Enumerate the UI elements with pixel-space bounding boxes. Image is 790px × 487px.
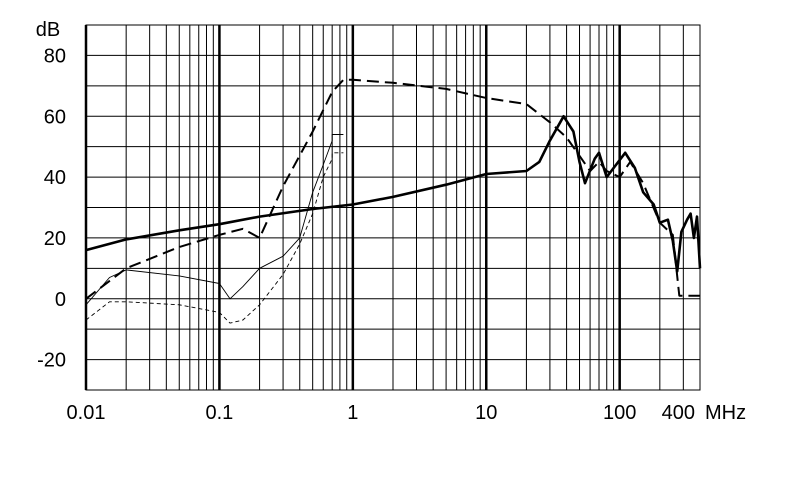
x-tick-label: 10 (475, 402, 497, 424)
y-tick-label: 20 (44, 228, 66, 250)
x-tick-label: 100 (603, 402, 636, 424)
y-axis-label: dB (36, 19, 60, 41)
y-tick-label: 40 (44, 167, 66, 189)
x-tick-label: 400 (662, 402, 695, 424)
y-tick-label: 80 (44, 45, 66, 67)
data-line (85, 134, 344, 306)
y-tick-label: -20 (37, 350, 66, 372)
y-tick-label: 60 (44, 106, 66, 128)
data-line (85, 78, 700, 300)
x-tick-label: 0.1 (206, 402, 234, 424)
y-tick-label: 0 (55, 289, 66, 311)
x-tick-label: 0.01 (67, 402, 106, 424)
x-axis-label: MHz (705, 402, 746, 424)
data-line (85, 152, 344, 324)
data-line (85, 115, 702, 273)
x-tick-label: 1 (347, 402, 358, 424)
